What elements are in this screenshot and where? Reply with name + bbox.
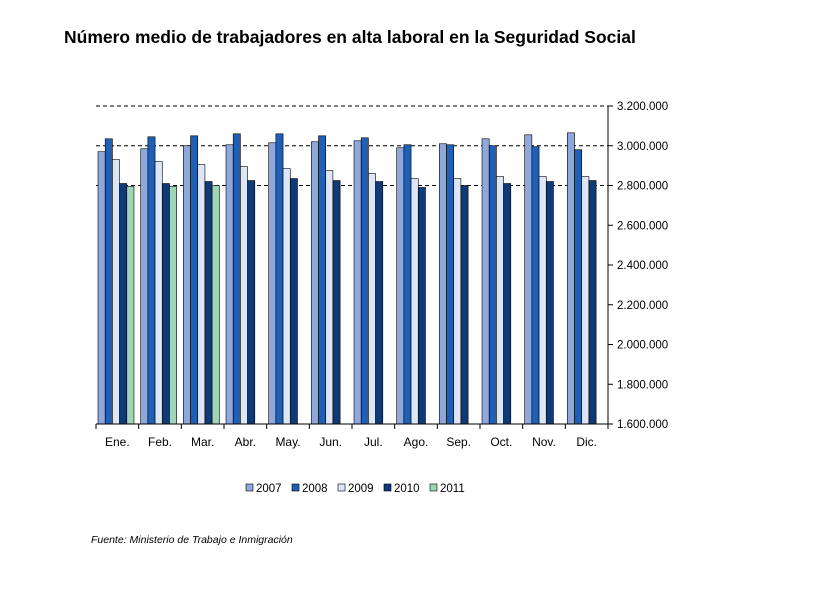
- bar-2008-5: [275, 133, 284, 425]
- x-ticks: Ene. Feb. Mar. Abr. May. Jun. Jul. Ago. Sep. Oct.…: [95, 424, 609, 449]
- legend: 2007 2008 2009 2010 2011: [245, 483, 465, 495]
- bar-2009-11: [538, 176, 547, 425]
- bar-2008-6: [318, 135, 327, 425]
- bar-2009-12: [581, 176, 590, 425]
- legend-label-2007: 2007: [256, 483, 282, 495]
- legend-label-2008: 2008: [302, 483, 328, 495]
- x-tick-label: Jun.: [319, 435, 342, 449]
- bar-2011-1: [126, 186, 135, 425]
- bar-2010-12: [588, 180, 597, 425]
- bar-2008-3: [190, 135, 199, 425]
- bar-2011-2: [169, 186, 177, 425]
- bar-2008-1: [104, 138, 113, 425]
- bar-2010-3: [204, 181, 213, 425]
- bar-2010-6: [332, 180, 341, 425]
- y-tick-label: 1.600.000: [617, 419, 668, 431]
- legend-swatch-2010: [383, 483, 392, 492]
- legend-label-2011: 2011: [440, 483, 465, 495]
- bar-2009-10: [496, 176, 504, 425]
- legend-label-2010: 2010: [394, 483, 420, 495]
- x-tick-label: Mar.: [191, 435, 214, 449]
- bar-2007-7: [353, 140, 362, 425]
- grid-lines: [96, 105, 608, 186]
- bar-2007-2: [140, 148, 149, 425]
- bar-2007-3: [183, 145, 191, 425]
- bar-2007-10: [481, 138, 490, 425]
- bar-2008-10: [488, 145, 497, 425]
- source-note: Fuente: Ministerio de Trabajo e Inmigrac…: [91, 534, 293, 546]
- bar-2008-8: [403, 144, 412, 425]
- bar-2010-4: [247, 180, 256, 425]
- y-tick-label: 3.000.000: [617, 141, 668, 153]
- bar-2009-2: [154, 161, 163, 425]
- bar-2009-7: [368, 173, 376, 425]
- y-tick-label: 1.800.000: [617, 379, 668, 391]
- bar-2007-4: [225, 144, 234, 425]
- bar-2009-1: [112, 159, 120, 425]
- bar-2007-12: [567, 132, 575, 425]
- bar-2010-10: [503, 183, 512, 425]
- y-tick-label: 2.800.000: [617, 181, 668, 193]
- bar-2010-1: [119, 183, 128, 425]
- bar-2008-4: [232, 133, 241, 425]
- x-tick-label: May.: [275, 435, 300, 449]
- legend-swatch-2007: [245, 483, 254, 492]
- bar-2007-1: [97, 151, 106, 425]
- bar-2008-7: [360, 137, 369, 425]
- y-tick-label: 3.200.000: [617, 101, 668, 113]
- x-tick-label: Nov.: [532, 435, 556, 449]
- bar-2009-3: [197, 164, 206, 425]
- bar-2007-8: [396, 147, 405, 425]
- bar-2007-9: [439, 143, 447, 425]
- x-tick-label: Oct.: [490, 435, 512, 449]
- bar-2010-8: [417, 187, 426, 425]
- legend-swatch-2008: [291, 483, 300, 492]
- bar-2009-6: [325, 170, 334, 425]
- x-tick-label: Ago.: [404, 435, 429, 449]
- y-tick-label: 2.400.000: [617, 260, 668, 272]
- x-tick-label: Jul.: [364, 435, 383, 449]
- bar-2009-9: [453, 178, 462, 425]
- legend-swatch-2011: [429, 483, 438, 492]
- bar-2010-2: [161, 183, 170, 425]
- bar-2007-5: [268, 142, 277, 425]
- x-tick-label: Ene.: [105, 435, 130, 449]
- bar-2007-6: [311, 141, 319, 425]
- bar-2008-11: [531, 146, 540, 425]
- y-tick-label: 2.600.000: [617, 220, 668, 232]
- bar-2008-2: [147, 136, 156, 425]
- y-tick-label: 2.000.000: [617, 340, 668, 352]
- x-tick-label: Feb.: [148, 435, 172, 449]
- x-tick-label: Abr.: [235, 435, 256, 449]
- bar-2009-8: [410, 178, 419, 425]
- bar-2010-9: [460, 185, 469, 425]
- bar-2009-4: [240, 166, 248, 425]
- y-tick-label: 2.200.000: [617, 300, 668, 312]
- bar-2009-5: [282, 168, 291, 425]
- legend-swatch-2009: [337, 483, 346, 492]
- bar-2008-12: [574, 149, 583, 425]
- chart-title: Número medio de trabajadores en alta lab…: [64, 27, 636, 47]
- y-ticks: 1.600.000 1.800.000 2.000.000 2.200.000 2.40…: [608, 101, 668, 431]
- x-tick-label: Sep.: [446, 435, 471, 449]
- x-tick-label: Dic.: [576, 435, 597, 449]
- bar-2010-7: [375, 181, 384, 425]
- bar-2008-9: [446, 144, 455, 425]
- bar-2007-11: [524, 134, 533, 425]
- bars: [97, 132, 597, 425]
- bar-2011-3: [211, 185, 220, 425]
- legend-label-2009: 2009: [348, 483, 374, 495]
- bar-2010-11: [545, 181, 554, 425]
- bar-2010-5: [289, 178, 298, 425]
